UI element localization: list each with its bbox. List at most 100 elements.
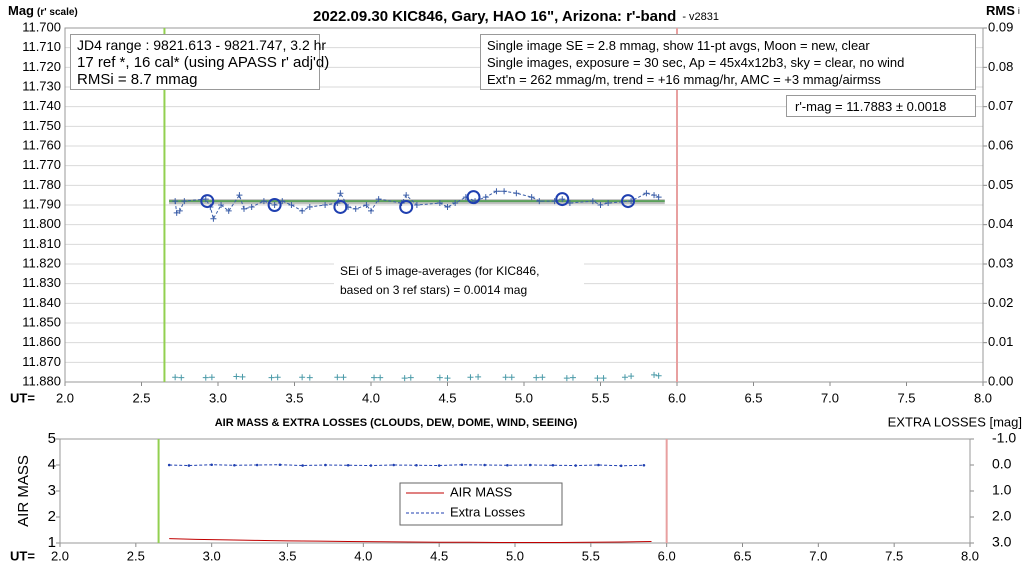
plus-marker xyxy=(236,192,243,199)
y-tick-label: 11.850 xyxy=(22,314,61,329)
plus-marker xyxy=(655,372,662,379)
x-tick-label: 6.0 xyxy=(668,390,686,405)
plus-marker xyxy=(176,207,183,214)
y-tick-label: 11.830 xyxy=(22,275,61,290)
sei-line: based on 3 ref stars) = 0.0014 mag xyxy=(340,283,528,297)
x-tick-label: 5.0 xyxy=(515,390,533,405)
sei-box: SEi of 5 image-averages (for KIC846, bas… xyxy=(334,260,584,302)
plus-marker xyxy=(225,207,232,214)
y-tick-label: 11.870 xyxy=(22,354,61,369)
plus-marker xyxy=(288,202,295,208)
chart-title: AIR MASS & EXTRA LOSSES (CLOUDS, DEW, DO… xyxy=(215,417,578,429)
y-tick-label: 11.840 xyxy=(22,295,61,310)
y2-tick-label: -1.0 xyxy=(992,430,1016,446)
plus-marker xyxy=(377,374,384,381)
plus-marker xyxy=(337,190,344,197)
y-tick-label: 11.720 xyxy=(22,59,61,74)
y2-tick-label: 0.03 xyxy=(988,255,1013,270)
dot-marker xyxy=(392,463,395,467)
dot-marker xyxy=(301,464,304,467)
plus-marker xyxy=(605,200,612,207)
dot-marker xyxy=(574,464,577,467)
plus-marker xyxy=(569,374,576,381)
y2-label-note: i xyxy=(1018,6,1020,16)
plot-frame xyxy=(64,27,984,383)
y-tick-label: 11.880 xyxy=(22,373,61,388)
y2-axis-label: RMS i xyxy=(986,3,1020,18)
plus-marker xyxy=(268,374,275,381)
x-tick-label: 2.0 xyxy=(51,548,69,563)
x-tick-label: 8.0 xyxy=(961,548,979,563)
dot-marker xyxy=(528,463,532,467)
plus-marker xyxy=(597,202,604,208)
plus-marker xyxy=(643,190,650,197)
dot-marker xyxy=(460,463,464,467)
x-tick-label: 3.5 xyxy=(285,390,303,405)
info-line: Ext'n = 262 mmag/m, trend = +16 mmag/hr,… xyxy=(487,72,881,87)
plus-marker xyxy=(271,202,278,208)
info-box: Single image SE = 2.8 mmag, show 11-pt a… xyxy=(480,34,976,90)
plus-marker xyxy=(371,374,378,381)
plus-marker xyxy=(589,198,596,205)
plus-marker xyxy=(299,374,306,381)
x-tick-label: 3.0 xyxy=(209,390,227,405)
x-tick-label: 4.5 xyxy=(430,548,448,563)
x-axis-label: UT= xyxy=(10,548,35,563)
series-line xyxy=(169,538,652,543)
legend-label: AIR MASS xyxy=(450,484,512,499)
y-tick-label: 5 xyxy=(48,430,56,447)
dot-marker xyxy=(597,463,600,467)
plus-marker xyxy=(502,374,509,381)
y-tick-label: 11.780 xyxy=(22,177,61,192)
plus-marker xyxy=(403,192,410,199)
plus-marker xyxy=(248,203,255,210)
y-tick-label: 11.710 xyxy=(22,39,61,54)
x-tick-label: 2.0 xyxy=(56,390,74,405)
y-tick-label: 3 xyxy=(48,482,56,499)
y2-label: RMS xyxy=(986,3,1015,18)
plus-marker xyxy=(299,207,306,214)
plus-marker xyxy=(600,375,607,382)
dot-marker xyxy=(324,463,327,467)
plus-marker xyxy=(628,373,635,380)
y2-tick-label: 0.01 xyxy=(988,334,1013,349)
y-tick-label: 11.770 xyxy=(22,157,61,172)
y-tick-label: 1 xyxy=(48,534,56,551)
y-tick-label: 11.810 xyxy=(22,236,61,251)
legend-box xyxy=(399,482,563,526)
x-tick-label: 7.0 xyxy=(809,548,827,563)
y-tick-label: 11.800 xyxy=(22,216,61,231)
x-tick-label: 7.0 xyxy=(821,390,839,405)
dot-marker xyxy=(278,463,282,467)
average-marker xyxy=(555,192,570,207)
y2-tick-label: 0.06 xyxy=(988,137,1013,152)
dot-marker xyxy=(167,463,171,467)
plus-marker xyxy=(528,194,535,201)
y2-tick-label: 0.09 xyxy=(988,19,1013,34)
plus-marker xyxy=(274,374,281,381)
plus-marker xyxy=(210,215,217,222)
result-box: r'-mag = 11.7883 ± 0.0018 xyxy=(786,95,976,117)
y2-tick-label: 2.0 xyxy=(992,508,1012,524)
dot-marker xyxy=(369,464,373,467)
plus-marker xyxy=(436,200,443,207)
plus-marker xyxy=(651,192,658,199)
plus-marker xyxy=(368,207,374,214)
y-tick-label: 2 xyxy=(48,508,56,525)
plus-marker xyxy=(407,374,414,381)
info-line: Single image SE = 2.8 mmag, show 11-pt a… xyxy=(487,38,870,53)
y2-tick-label: 0.04 xyxy=(988,216,1013,231)
plus-marker xyxy=(533,374,540,381)
info-line: JD4 range : 9821.613 - 9821.747, 3.2 hr xyxy=(77,37,327,53)
info-box: JD4 range : 9821.613 - 9821.747, 3.2 hr … xyxy=(70,34,329,90)
plus-marker xyxy=(306,374,313,381)
x-tick-label: 3.0 xyxy=(203,548,221,563)
average-marker xyxy=(333,199,348,214)
y-tick-label: 11.790 xyxy=(22,196,61,211)
plus-marker xyxy=(539,374,546,381)
plus-marker xyxy=(352,205,359,212)
series-line xyxy=(169,464,644,467)
average-marker xyxy=(200,194,215,209)
plus-marker xyxy=(218,202,225,208)
dot-marker xyxy=(187,464,191,467)
